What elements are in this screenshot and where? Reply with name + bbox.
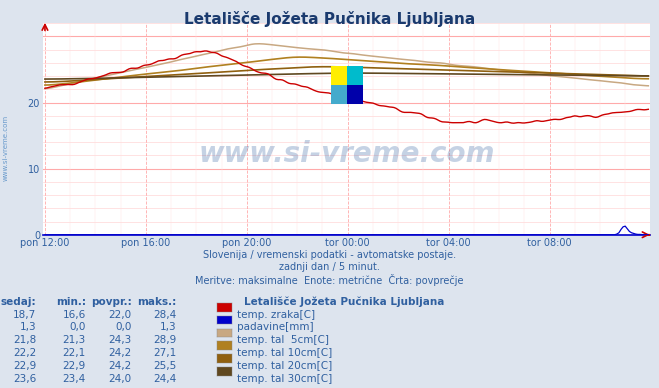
Text: maks.:: maks.: (137, 297, 177, 307)
Text: 21,3: 21,3 (63, 335, 86, 345)
Text: 0,0: 0,0 (115, 322, 132, 333)
Text: 16,6: 16,6 (63, 310, 86, 320)
Text: 24,2: 24,2 (109, 348, 132, 358)
Text: temp. tal 30cm[C]: temp. tal 30cm[C] (237, 374, 333, 384)
Text: 21,8: 21,8 (13, 335, 36, 345)
Text: 22,9: 22,9 (13, 361, 36, 371)
Text: temp. tal 10cm[C]: temp. tal 10cm[C] (237, 348, 333, 358)
Text: 22,1: 22,1 (63, 348, 86, 358)
Text: temp. tal  5cm[C]: temp. tal 5cm[C] (237, 335, 330, 345)
Text: sedaj:: sedaj: (1, 297, 36, 307)
Text: povpr.:: povpr.: (91, 297, 132, 307)
Text: 18,7: 18,7 (13, 310, 36, 320)
Text: 23,6: 23,6 (13, 374, 36, 384)
Text: 24,4: 24,4 (154, 374, 177, 384)
Bar (331, 85, 347, 104)
Text: 24,3: 24,3 (109, 335, 132, 345)
Text: 1,3: 1,3 (20, 322, 36, 333)
Text: zadnji dan / 5 minut.: zadnji dan / 5 minut. (279, 262, 380, 272)
Text: www.si-vreme.com: www.si-vreme.com (2, 114, 9, 180)
Text: 1,3: 1,3 (160, 322, 177, 333)
Text: Letališče Jožeta Pučnika Ljubljana: Letališče Jožeta Pučnika Ljubljana (184, 11, 475, 27)
Text: 22,9: 22,9 (63, 361, 86, 371)
Text: 24,2: 24,2 (109, 361, 132, 371)
Text: 22,2: 22,2 (13, 348, 36, 358)
Text: temp. tal 20cm[C]: temp. tal 20cm[C] (237, 361, 333, 371)
Text: www.si-vreme.com: www.si-vreme.com (198, 140, 495, 168)
Text: min.:: min.: (55, 297, 86, 307)
Text: 28,4: 28,4 (154, 310, 177, 320)
Text: 28,9: 28,9 (154, 335, 177, 345)
Text: 22,0: 22,0 (109, 310, 132, 320)
Text: Meritve: maksimalne  Enote: metrične  Črta: povprečje: Meritve: maksimalne Enote: metrične Črta… (195, 274, 464, 286)
Bar (347, 85, 362, 104)
Bar (331, 66, 347, 85)
Text: 24,0: 24,0 (109, 374, 132, 384)
Text: 25,5: 25,5 (154, 361, 177, 371)
Text: Letališče Jožeta Pučnika Ljubljana: Letališče Jožeta Pučnika Ljubljana (244, 297, 444, 307)
Text: Slovenija / vremenski podatki - avtomatske postaje.: Slovenija / vremenski podatki - avtomats… (203, 250, 456, 260)
Text: padavine[mm]: padavine[mm] (237, 322, 314, 333)
Text: temp. zraka[C]: temp. zraka[C] (237, 310, 316, 320)
Text: 27,1: 27,1 (154, 348, 177, 358)
Bar (347, 66, 362, 85)
Text: 23,4: 23,4 (63, 374, 86, 384)
Text: 0,0: 0,0 (69, 322, 86, 333)
